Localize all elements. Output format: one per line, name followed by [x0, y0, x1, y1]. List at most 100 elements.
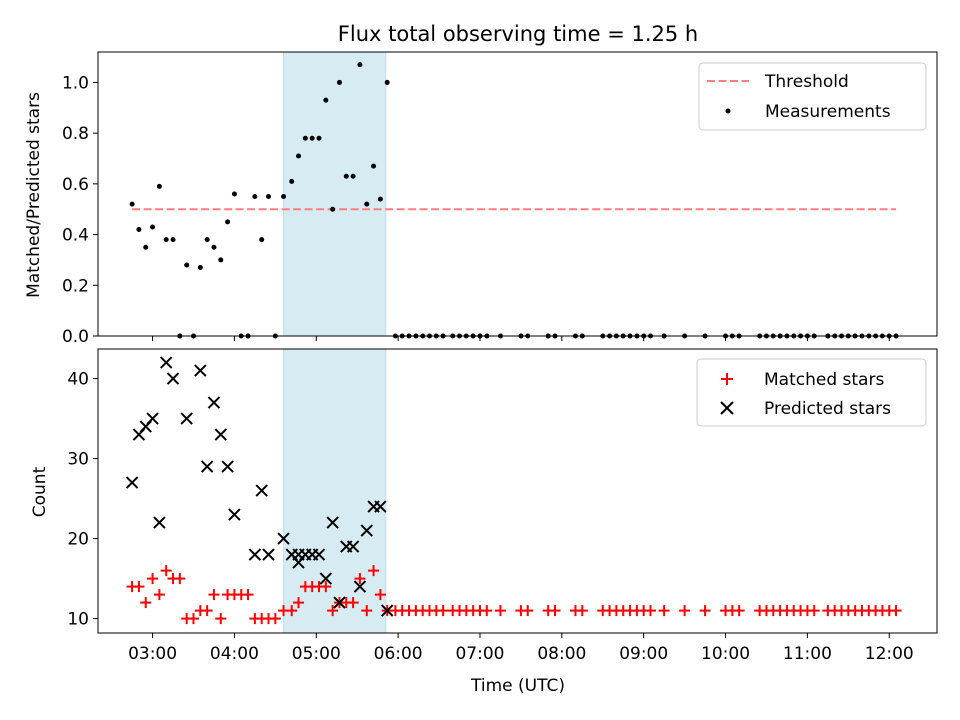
ratio-legend: Threshold Measurements: [698, 62, 927, 131]
matched-star-point: [808, 605, 820, 617]
predicted-legend-swatch: [720, 401, 734, 415]
matched-star-point: [208, 589, 220, 601]
measurement-point: [204, 237, 210, 243]
measurement-point: [357, 62, 363, 68]
matched-star-point: [354, 573, 366, 585]
matched-star-point: [286, 605, 298, 617]
measurement-point: [289, 178, 295, 184]
ratio-axes-frame: [97, 51, 938, 337]
measurement-point: [184, 262, 190, 268]
measurement-point: [343, 173, 349, 179]
measurement-point: [296, 153, 302, 159]
x-tick-label: 03:00: [128, 644, 177, 664]
predicted-star-point: [160, 356, 173, 369]
matched-star-point: [140, 597, 152, 609]
measurement-point: [377, 196, 383, 202]
y-tick-label: 0.4: [62, 226, 89, 246]
matched-legend-label: Matched stars: [764, 370, 884, 390]
x-tick-label: 05:00: [292, 644, 341, 664]
matched-star-point: [374, 589, 386, 601]
count-y-axis-label: Count: [30, 466, 50, 517]
predicted-star-point: [312, 548, 326, 561]
predicted-star-point: [262, 548, 275, 561]
matched-star-point: [645, 605, 657, 617]
highlight-span-top: [283, 51, 387, 337]
predicted-star-point: [255, 484, 268, 497]
y-tick-label: 0.2: [62, 276, 89, 296]
measurement-point: [211, 244, 217, 250]
predicted-star-point: [214, 428, 227, 441]
measurement-point: [364, 201, 370, 207]
chart-title: Flux total observing time = 1.25 h: [338, 22, 698, 46]
matched-star-point: [658, 605, 670, 617]
measurement-point: [129, 201, 135, 207]
predicted-star-point: [248, 548, 262, 561]
x-tick-label: 08:00: [537, 644, 586, 664]
x-axis-label: Time (UTC): [470, 676, 565, 696]
x-tick-label: 07:00: [455, 644, 504, 664]
count-x-ticks: 03:00 04:00 05:00 06:00 07:00 08:00 09:00 10:00…: [128, 633, 914, 664]
ratio-legend-box: [698, 62, 927, 131]
x-tick-label: 11:00: [783, 644, 832, 664]
ratio-x-ticks: [152, 336, 890, 341]
predicted-star-point: [146, 412, 159, 425]
measurements-legend-swatch: [725, 108, 731, 114]
matched-star-point: [160, 565, 172, 577]
threshold-legend-label: Threshold: [764, 72, 849, 92]
measurement-point: [330, 206, 336, 212]
measurement-point: [302, 135, 308, 141]
predicted-star-point: [125, 476, 139, 489]
measurement-point: [350, 173, 356, 179]
predicted-star-point: [207, 396, 221, 409]
measurement-point: [281, 194, 287, 200]
matched-star-point: [890, 605, 902, 617]
predicted-legend-label: Predicted stars: [764, 399, 891, 419]
matched-star-point: [494, 605, 506, 617]
measurement-point: [259, 237, 265, 243]
predicted-star-point: [277, 532, 290, 545]
measurement-point: [143, 244, 149, 250]
matched-star-point: [320, 581, 332, 593]
matched-star-point: [437, 605, 449, 617]
predicted-star-point: [180, 412, 193, 425]
y-tick-label: 0.6: [62, 175, 89, 195]
predicted-star-point: [326, 516, 339, 529]
x-tick-label: 06:00: [374, 644, 423, 664]
matched-star-point: [481, 605, 493, 617]
measurement-point: [163, 237, 169, 243]
matched-star-point: [187, 613, 199, 625]
predicted-star-point: [333, 596, 346, 609]
predicted-star-point: [360, 524, 373, 537]
matched-legend-swatch: [721, 373, 733, 385]
measurement-point: [231, 191, 237, 197]
matched-star-point: [269, 613, 281, 625]
predicted-star-point: [381, 604, 394, 617]
matched-star-point: [153, 589, 165, 601]
measurement-point: [156, 183, 162, 189]
y-tick-label: 10: [67, 610, 89, 630]
predicted-star-point: [221, 460, 234, 473]
measurements-legend-label: Measurements: [765, 102, 891, 122]
predicted-star-point: [228, 508, 241, 521]
matched-star-point: [576, 605, 588, 617]
y-tick-label: 0.0: [62, 327, 89, 347]
measurement-point: [384, 79, 390, 85]
measurement-point: [197, 265, 203, 271]
y-tick-label: 20: [67, 530, 89, 550]
matched-star-point: [215, 613, 227, 625]
matched-star-point: [242, 589, 254, 601]
matched-star-point: [733, 605, 745, 617]
measurement-point: [170, 237, 176, 243]
matched-star-point: [549, 605, 561, 617]
x-tick-label: 09:00: [619, 644, 668, 664]
highlight-span-bottom: [283, 348, 387, 634]
y-tick-label: 1.0: [62, 73, 89, 93]
measurement-point: [150, 224, 156, 230]
matched-star-point: [133, 581, 145, 593]
ratio-y-ticks: 0.0 0.2 0.4 0.6 0.8 1.0: [62, 73, 98, 347]
measurement-point: [371, 163, 377, 169]
count-legend: Matched stars Predicted stars: [696, 358, 927, 427]
measurement-point: [309, 135, 315, 141]
predicted-star-point: [346, 540, 360, 553]
